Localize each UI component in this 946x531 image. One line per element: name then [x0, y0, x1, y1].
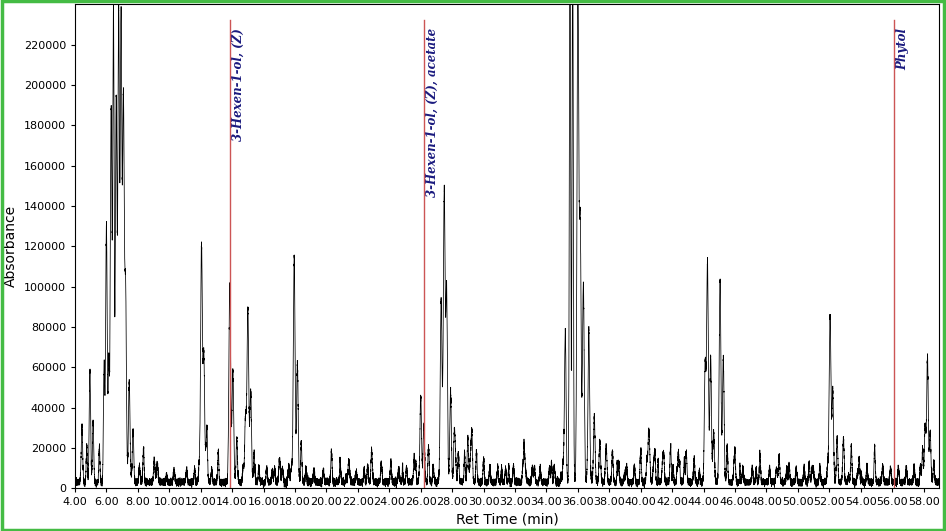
Text: 3-Hexen-1-ol, (Z): 3-Hexen-1-ol, (Z) — [232, 28, 245, 141]
Y-axis label: Absorbance: Absorbance — [4, 205, 18, 287]
X-axis label: Ret Time (min): Ret Time (min) — [456, 513, 558, 527]
Text: Phytol: Phytol — [896, 28, 909, 71]
Text: 3-Hexen-1-ol, (Z), acetate: 3-Hexen-1-ol, (Z), acetate — [427, 28, 439, 198]
